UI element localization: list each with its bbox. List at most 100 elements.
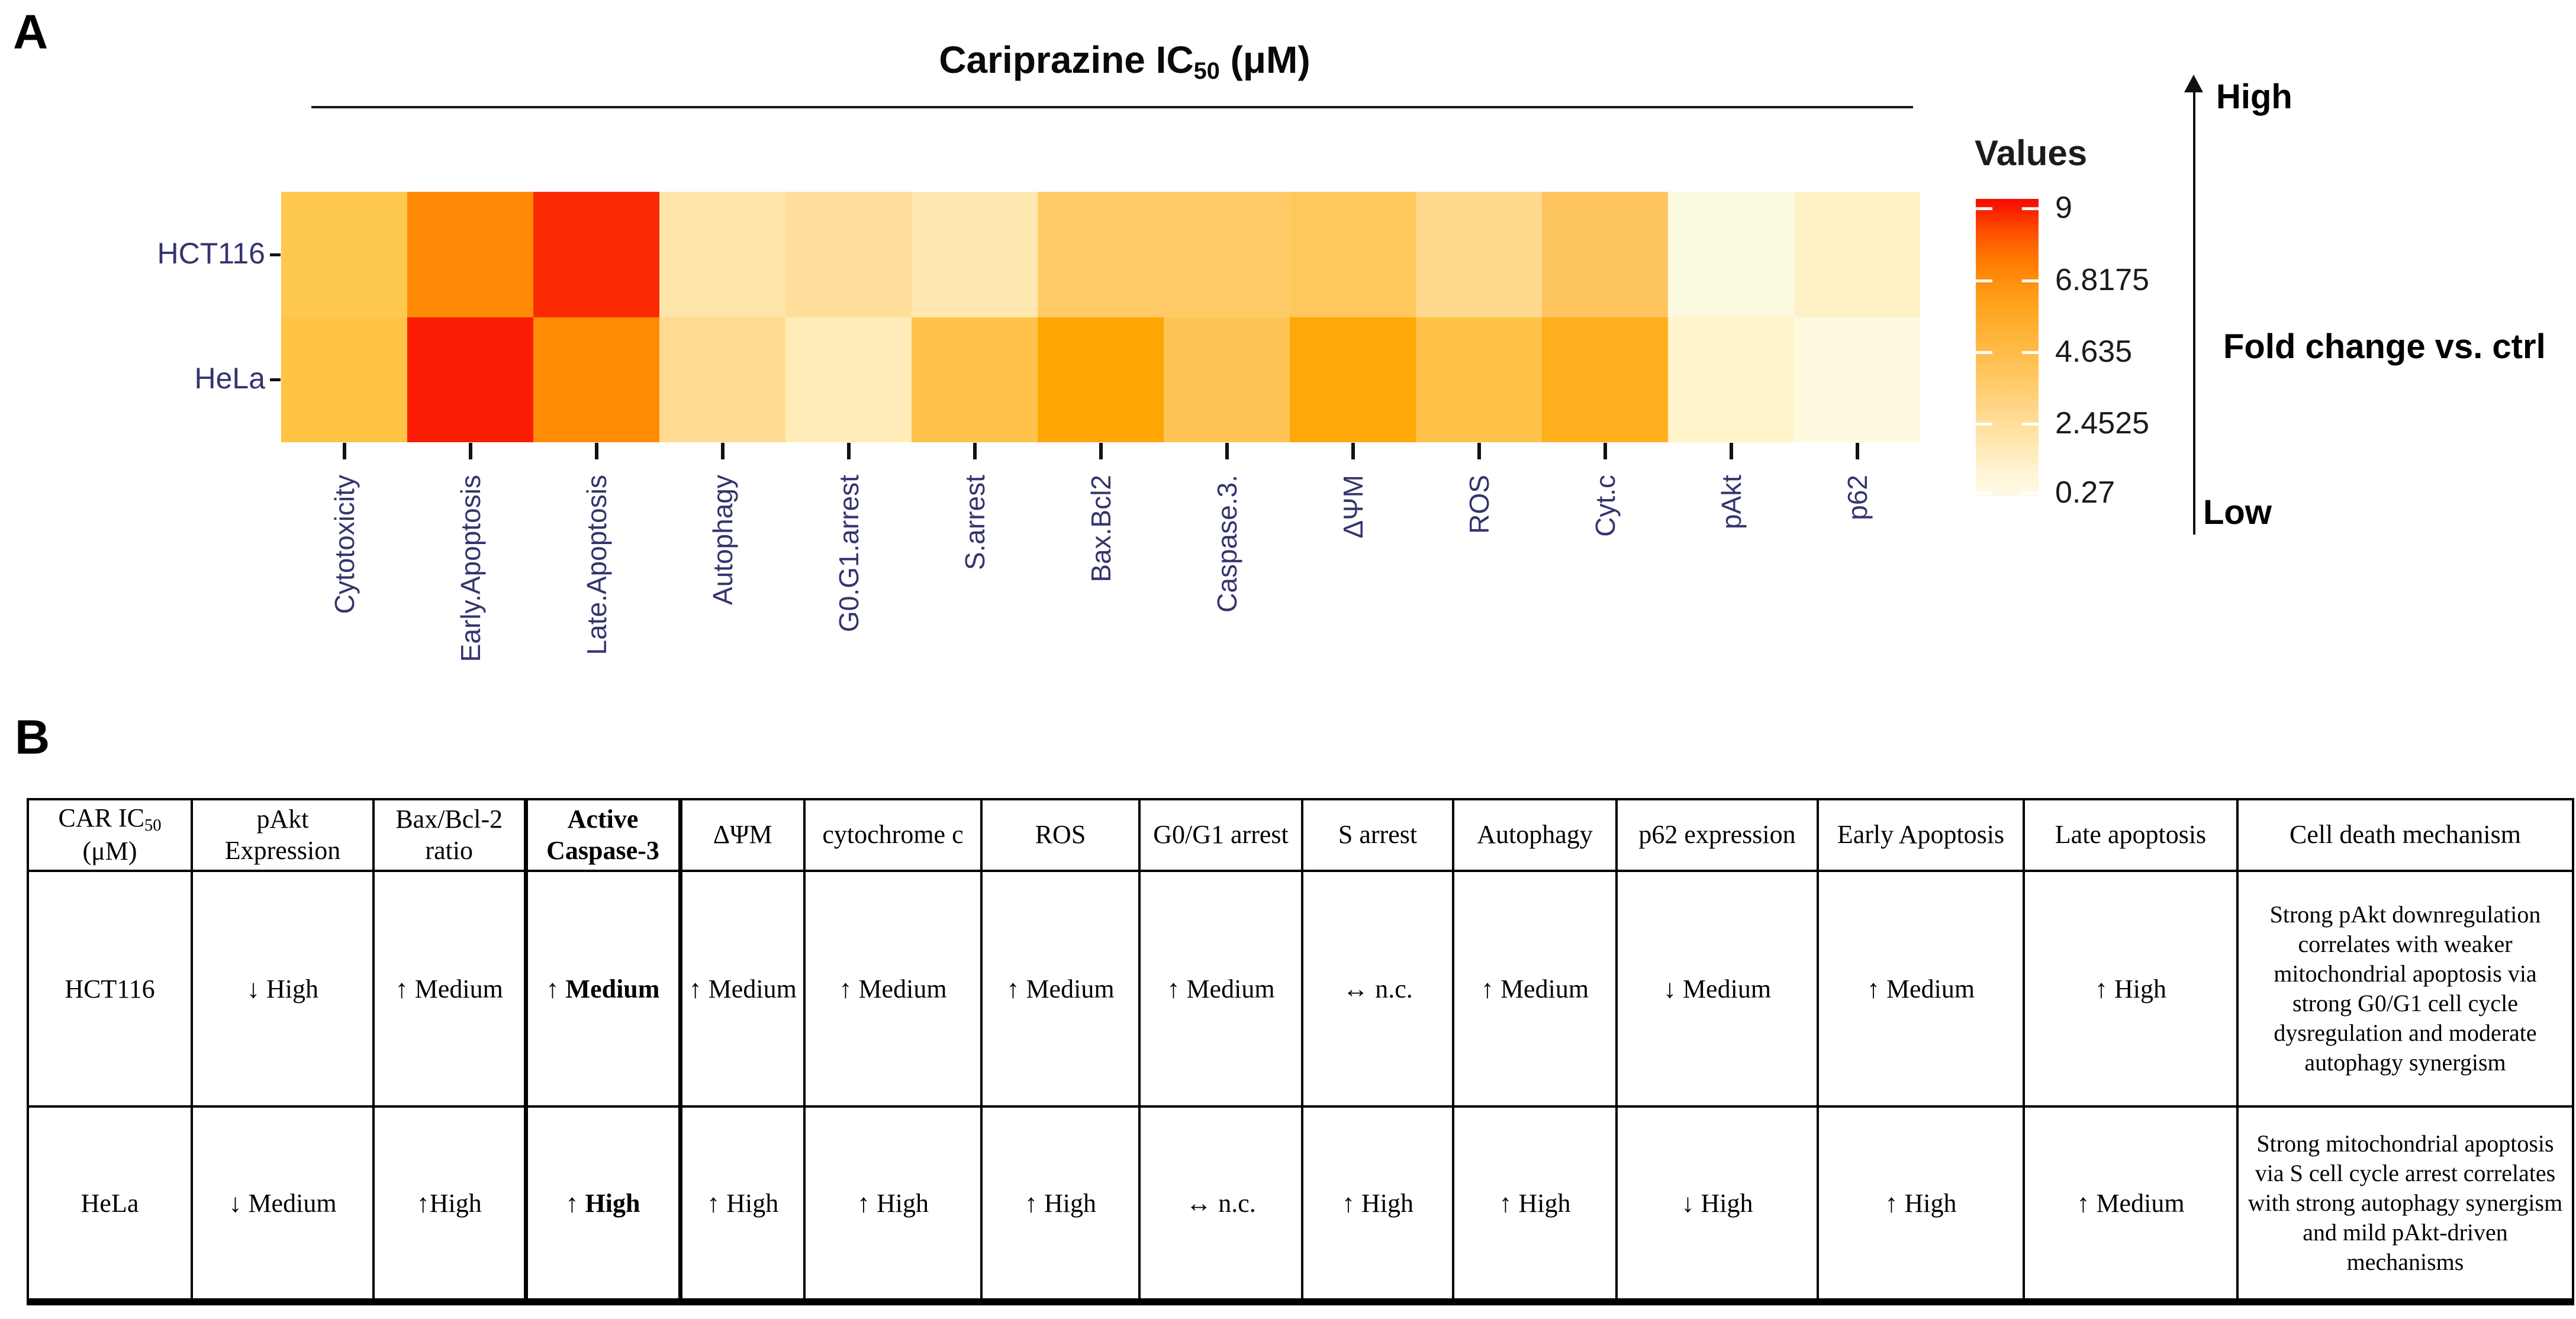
heatmap-cell-HCT116-G0.G1.arrest [785, 192, 912, 317]
column-label-cell: Late.Apoptosis [533, 475, 659, 709]
heatmap-title: Cariprazine IC50 (μM) [769, 38, 1480, 85]
table-header-Active Caspase-3: Active Caspase-3 [523, 797, 682, 873]
table-header-Autophagy: Autophagy [1452, 797, 1618, 873]
heatmap-column-label-ΔΨM: ΔΨM [1337, 475, 1368, 539]
table-header-pAkt Expression: pAkt Expression [191, 797, 375, 873]
table-cell-HeLa-pAkt Expression: ↓ Medium [191, 1105, 375, 1304]
table-cell-HeLa-p62 expression: ↓ High [1615, 1105, 1819, 1304]
table-cell-HCT116-CAR IC50 (μM): HCT116 [27, 870, 193, 1108]
column-tick-Bax.Bcl2 [1099, 443, 1103, 459]
table-header-Early Apoptosis: Early Apoptosis [1817, 797, 2025, 873]
heatmap-column-label-Autophagy: Autophagy [707, 475, 738, 605]
table-cell-HCT116-ΔΨM: ↑ Medium [679, 870, 806, 1108]
heatmap-cell-HCT116-p62 [1794, 192, 1920, 317]
legend-tick-label-6.8175: 6.8175 [2055, 263, 2150, 297]
table-cell-HCT116-Early Apoptosis: ↑ Medium [1817, 870, 2025, 1108]
row-tick-mark [270, 378, 281, 381]
column-label-cell: S.arrest [912, 475, 1038, 709]
heatmap-cell-HeLa-Early.Apoptosis [407, 317, 533, 442]
column-label-cell: Autophagy [659, 475, 785, 709]
table-cell-HeLa-Bax/Bcl-2 ratio: ↑High [372, 1105, 527, 1304]
table-cell-HCT116-p62 expression: ↓ Medium [1615, 870, 1819, 1108]
heatmap-cell-HCT116-Bax.Bcl2 [1038, 192, 1164, 317]
table-cell-HeLa-Cell death mechanism: Strong mitochondrial apoptosis via S cel… [2236, 1105, 2574, 1304]
heatmap-column-label-G0.G1.arrest: G0.G1.arrest [833, 475, 864, 632]
heatmap-cell-HeLa-S.arrest [912, 317, 1038, 442]
table-cell-HeLa-G0/G1 arrest: ↔ n.c. [1138, 1105, 1303, 1304]
heatmap-cell-HCT116-S.arrest [912, 192, 1038, 317]
table-cell-HeLa-Early Apoptosis: ↑ High [1817, 1105, 2025, 1304]
table-cell-HCT116-S arrest: ↔ n.c. [1301, 870, 1454, 1108]
arrow-up-icon [2184, 75, 2203, 92]
heatmap-title-suffix: (μM) [1219, 38, 1310, 81]
table-cell-HCT116-ROS: ↑ Medium [980, 870, 1141, 1108]
heatmap-column-label-S.arrest: S.arrest [959, 475, 990, 571]
heatmap-cell-HeLa-p62 [1794, 317, 1920, 442]
table-row-HeLa: HeLa ↓ Medium ↑High ↑ High ↑ High ↑ High ↑ Hig… [27, 1105, 2574, 1304]
table-cell-HeLa-ROS: ↑ High [980, 1105, 1141, 1304]
colorbar-tick-dash [2022, 423, 2039, 426]
colorbar-tick-dash [2022, 207, 2039, 210]
heatmap-title-prefix: Cariprazine IC [939, 38, 1194, 81]
legend-tick-label-2.4525: 2.4525 [2055, 406, 2150, 440]
column-tick-Cyt.c [1603, 443, 1607, 459]
column-label-cell: Early.Apoptosis [407, 475, 533, 709]
table-cell-HeLa-cytochrome c: ↑ High [803, 1105, 983, 1304]
column-tick-ROS [1477, 443, 1481, 459]
colorbar-tick-dash [2022, 492, 2039, 495]
panel-a-label: A [13, 5, 49, 59]
column-tick-G0.G1.arrest [846, 443, 851, 459]
table-header-G0/G1 arrest: G0/G1 arrest [1138, 797, 1303, 873]
column-tick-Late.Apoptosis [594, 443, 598, 459]
table-header-Late apoptosis: Late apoptosis [2023, 797, 2239, 873]
legend-tick-label-0.27: 0.27 [2055, 475, 2115, 510]
heatmap-cell-HCT116-pAkt [1668, 192, 1794, 317]
column-tick-Early.Apoptosis [468, 443, 472, 459]
heatmap-row-label-hela: HeLa [194, 362, 265, 395]
heatmap-column-labels: Cytotoxicity Early.Apoptosis Late.Apoptosi… [281, 475, 1920, 709]
column-label-cell: ΔΨM [1290, 475, 1416, 709]
heatmap-title-subscript: 50 [1193, 57, 1220, 84]
table-header-cytochrome c: cytochrome c [803, 797, 983, 873]
heatmap-cell-HCT116-Late.Apoptosis [533, 192, 659, 317]
column-label-cell: pAkt [1668, 475, 1794, 709]
column-label-cell: p62 [1794, 475, 1920, 709]
colorbar-tick-dash [1976, 279, 1992, 282]
summary-table: CAR IC50 (μM) pAkt Expression Bax/Bcl-2 ra… [27, 797, 2574, 1306]
heatmap-cell-HCT116-ROS [1416, 192, 1542, 317]
colorbar-tick-dash [1976, 351, 1992, 354]
column-tick-p62 [1855, 443, 1859, 459]
table-cell-HeLa-CAR IC50 (μM): HeLa [27, 1105, 193, 1304]
colorbar-tick-dash [1976, 423, 1992, 426]
axis-fold-change-label: Fold change vs. ctrl [2223, 327, 2546, 366]
table-header-Cell death mechanism: Cell death mechanism [2236, 797, 2574, 873]
table-header-S arrest: S arrest [1301, 797, 1454, 873]
heatmap-cell-HCT116-Autophagy [659, 192, 785, 317]
table-cell-HCT116-pAkt Expression: ↓ High [191, 870, 375, 1108]
heatmap-column-label-Caspase.3.: Caspase.3. [1211, 475, 1242, 613]
table-cell-HeLa-Active Caspase-3: ↑ High [523, 1105, 682, 1304]
heatmap-cell-HeLa-Caspase.3. [1164, 317, 1290, 442]
heatmap-column-label-ROS: ROS [1463, 475, 1495, 534]
colorbar-tick-dash [2022, 279, 2039, 282]
heatmap-column-label-Cytotoxicity: Cytotoxicity [329, 475, 360, 615]
column-label-cell: G0.G1.arrest [785, 475, 912, 709]
column-tick-Autophagy [720, 443, 724, 459]
heatmap-cell-HeLa-Bax.Bcl2 [1038, 317, 1164, 442]
table-cell-HeLa-S arrest: ↑ High [1301, 1105, 1454, 1304]
table-cell-HeLa-Late apoptosis: ↑ Medium [2023, 1105, 2239, 1304]
legend-colorbar [1976, 199, 2039, 496]
column-label-cell: ROS [1416, 475, 1542, 709]
heatmap-cell-HeLa-G0.G1.arrest [785, 317, 912, 442]
panel-b-label: B [15, 710, 50, 764]
legend-title: Values [1975, 133, 2088, 173]
heatmap-column-label-Early.Apoptosis: Early.Apoptosis [455, 475, 486, 662]
table-header-row: CAR IC50 (μM) pAkt Expression Bax/Bcl-2 ra… [27, 797, 2574, 873]
heatmap-cell-HeLa-Autophagy [659, 317, 785, 442]
colorbar-tick-dash [1976, 207, 1992, 210]
table-header-ROS: ROS [980, 797, 1141, 873]
colorbar-tick-dash [1976, 492, 1992, 495]
table-cell-HCT116-Bax/Bcl-2 ratio: ↑ Medium [372, 870, 527, 1108]
column-tick-pAkt [1729, 443, 1733, 459]
